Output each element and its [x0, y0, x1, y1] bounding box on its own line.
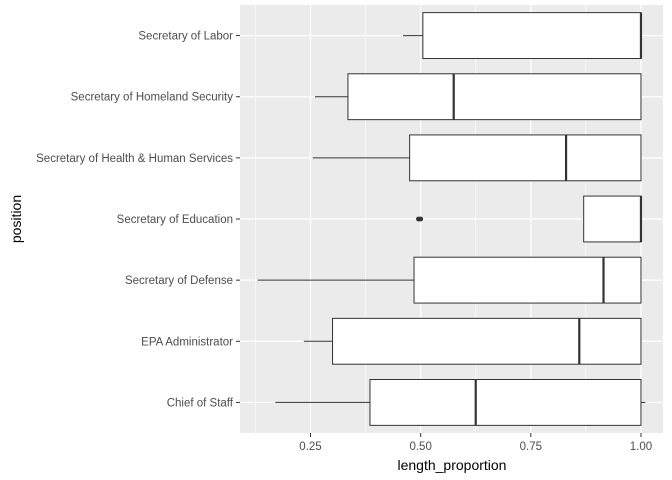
box-3 [416, 195, 643, 243]
box-iqr [369, 379, 642, 426]
box-1 [303, 317, 642, 365]
y-tick-label: Secretary of Health & Human Services [36, 153, 233, 165]
box-iqr [409, 134, 642, 182]
outlier-point [418, 216, 424, 222]
box-iqr [332, 317, 642, 365]
y-tick-label: Chief of Staff [167, 397, 234, 409]
y-tick-label: Secretary of Defense [125, 275, 233, 287]
box-iqr [347, 73, 642, 121]
x-axis-title: length_proportion [398, 457, 507, 473]
box-5 [314, 73, 642, 121]
x-tick-label: 0.25 [299, 441, 321, 453]
box-iqr [583, 195, 642, 243]
box-6 [403, 12, 643, 60]
x-axis: 0.25 0.50 0.75 1.00 [299, 433, 652, 453]
box-iqr [422, 12, 642, 60]
boxes [257, 12, 646, 426]
y-axis-title: position [8, 195, 24, 243]
box-0 [275, 379, 646, 426]
y-axis: Chief of Staff EPA Administrator Secretary… [36, 31, 240, 409]
y-tick-label: Secretary of Homeland Security [71, 92, 234, 104]
y-tick-label: Secretary of Labor [138, 31, 233, 43]
box-iqr [413, 256, 642, 304]
box-4 [312, 134, 642, 182]
box-2 [257, 256, 642, 304]
x-tick-label: 0.75 [520, 441, 542, 453]
y-tick-label: Secretary of Education [117, 214, 233, 226]
x-tick-label: 0.50 [409, 441, 431, 453]
x-tick-label: 1.00 [630, 441, 652, 453]
y-tick-label: EPA Administrator [141, 336, 233, 348]
